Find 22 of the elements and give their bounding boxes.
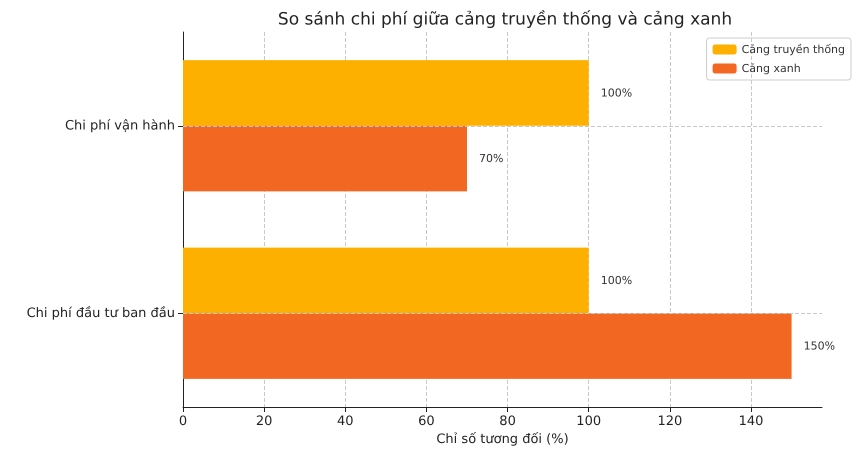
bar <box>183 126 467 192</box>
x-tick-label: 20 <box>256 414 272 429</box>
y-tick-label: Chi phí đầu tư ban đầu <box>26 304 175 321</box>
x-tick-label: 120 <box>657 414 682 429</box>
x-axis-title: Chỉ số tương đối (%) <box>436 432 569 447</box>
y-tick-label: Chi phí vận hành <box>64 118 175 134</box>
x-tick-label: 140 <box>738 414 764 429</box>
x-tick-label: 60 <box>418 414 435 429</box>
x-tick-label: 40 <box>337 414 354 429</box>
bar <box>183 313 792 379</box>
data-label: 100% <box>600 274 632 287</box>
x-tick-label: 0 <box>178 414 188 429</box>
x-tick-label: 100 <box>576 414 602 429</box>
legend-label: Cảng xanh <box>742 62 801 75</box>
data-label: 70% <box>479 152 504 166</box>
bar <box>183 248 589 314</box>
data-label: 100% <box>600 86 632 100</box>
chart-title: So sánh chi phí giữa cảng truyền thống và cảng xanh <box>278 10 732 30</box>
data-label: 150% <box>804 340 836 353</box>
legend-label: Cảng truyền thống <box>742 43 846 56</box>
x-tick-label: 80 <box>499 414 516 429</box>
bar <box>183 60 589 126</box>
